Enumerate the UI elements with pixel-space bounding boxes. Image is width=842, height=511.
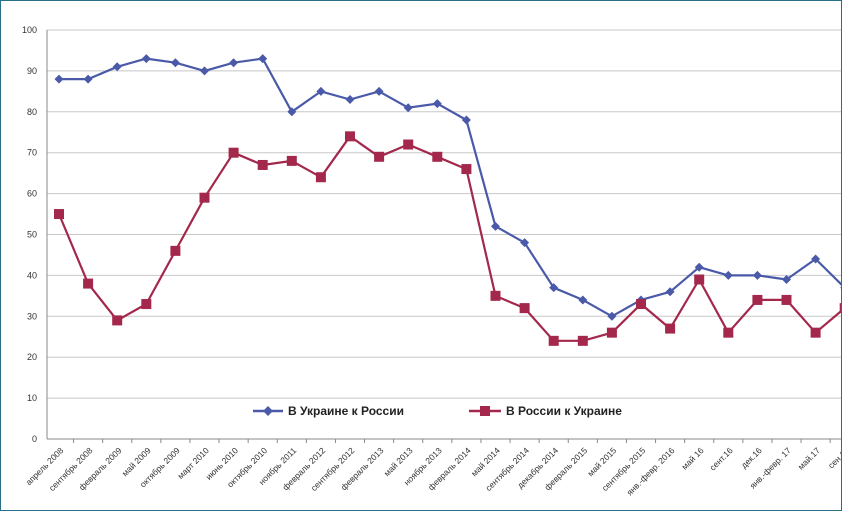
legend-label-russia: В России к Украине	[506, 404, 622, 418]
data-point	[810, 327, 821, 338]
x-tick-label: май 16	[679, 445, 705, 471]
data-point	[315, 172, 326, 183]
data-point	[811, 254, 821, 264]
data-point	[606, 327, 617, 338]
data-point	[403, 103, 413, 113]
gridlines	[47, 29, 841, 399]
data-point	[490, 290, 501, 301]
y-tick-label: 0	[32, 434, 37, 444]
data-point	[520, 238, 530, 248]
data-point	[432, 151, 443, 162]
x-tick-label: сен.17	[826, 445, 841, 470]
data-point	[287, 107, 297, 117]
data-point	[549, 283, 559, 293]
data-point	[752, 270, 762, 280]
series-layer	[54, 54, 841, 346]
data-point	[577, 335, 588, 346]
data-point	[548, 335, 559, 346]
data-point	[840, 286, 841, 289]
data-point	[665, 323, 676, 334]
data-point	[54, 74, 64, 84]
data-point	[665, 287, 675, 297]
data-point	[723, 270, 733, 280]
data-point	[257, 159, 268, 170]
data-point	[83, 278, 94, 289]
data-point	[374, 151, 385, 162]
data-point	[286, 155, 297, 166]
data-point	[112, 62, 122, 72]
data-point	[519, 303, 530, 314]
data-point	[374, 86, 384, 96]
y-tick-label: 100	[22, 25, 37, 35]
legend-marker-ukraine	[263, 406, 273, 416]
data-point	[316, 86, 326, 96]
data-point	[345, 95, 355, 105]
data-point	[199, 192, 210, 203]
data-point	[491, 221, 500, 231]
data-point	[141, 299, 152, 310]
data-point	[345, 131, 355, 142]
data-point	[578, 295, 588, 305]
y-tick-label: 30	[27, 311, 37, 321]
y-tick-label: 40	[27, 270, 37, 280]
data-point	[694, 262, 704, 272]
data-point	[170, 58, 180, 68]
data-point	[461, 115, 471, 125]
data-point	[83, 74, 93, 84]
data-point	[170, 245, 181, 256]
data-point	[200, 66, 209, 76]
data-point	[839, 303, 841, 314]
y-tick-label: 70	[27, 148, 37, 158]
data-point	[723, 327, 734, 338]
data-point	[782, 274, 791, 284]
x-tick-label: дек.16	[739, 445, 764, 470]
series-line	[57, 135, 841, 342]
data-point	[112, 315, 123, 326]
data-point	[228, 147, 239, 158]
data-point	[403, 139, 414, 150]
y-tick-label: 50	[27, 230, 37, 240]
series-russia	[54, 131, 841, 346]
data-point	[258, 54, 268, 64]
legend: В Украине к России В России к Украине	[253, 404, 622, 418]
y-tick-label: 90	[27, 66, 37, 76]
x-tick-label: сент.16	[708, 445, 735, 472]
y-axis: 0 10 20 30 40 50 60 70 80 90 100	[22, 25, 48, 444]
legend-label-ukraine: В Украине к России	[288, 404, 404, 418]
data-point	[781, 294, 792, 305]
data-point	[607, 311, 617, 321]
data-point	[752, 294, 763, 305]
data-point	[636, 299, 646, 310]
x-tick-label: май.17	[796, 445, 822, 471]
series-ukraine	[54, 54, 841, 321]
series-line	[59, 57, 841, 318]
y-tick-label: 10	[27, 393, 37, 403]
data-point	[54, 209, 64, 220]
data-point	[694, 274, 705, 285]
data-point	[461, 164, 472, 175]
data-point	[432, 99, 442, 109]
y-tick-label: 20	[27, 352, 37, 362]
legend-marker-russia	[480, 406, 490, 416]
y-tick-label: 60	[27, 189, 37, 199]
data-point	[141, 54, 151, 64]
data-point	[229, 58, 239, 68]
y-tick-label: 80	[27, 107, 37, 117]
